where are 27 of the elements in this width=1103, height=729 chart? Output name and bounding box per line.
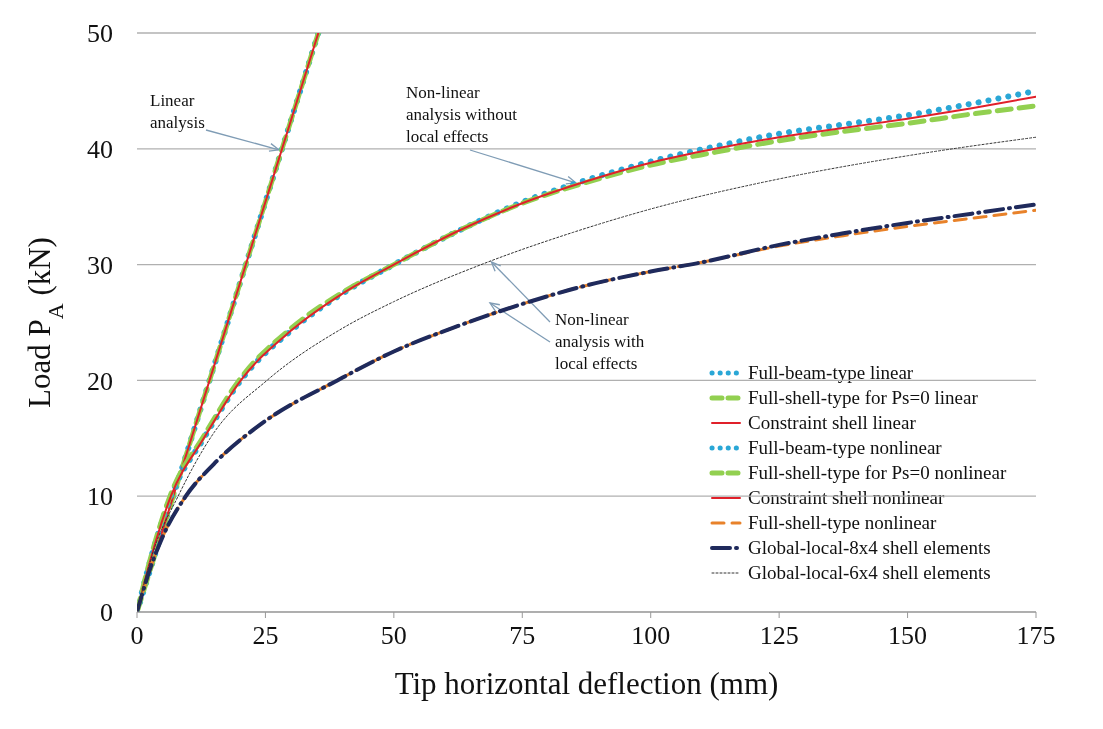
y-tick-label: 50 xyxy=(87,19,113,49)
legend-label: Full-shell-type for Ps=0 nonlinear xyxy=(748,461,1007,485)
y-tick-label: 40 xyxy=(87,135,113,165)
legend-label: Global-local-8x4 shell elements xyxy=(748,536,991,560)
legend-label: Global-local-6x4 shell elements xyxy=(748,561,991,585)
y-tick-label: 30 xyxy=(87,250,113,280)
legend-label: Constraint shell linear xyxy=(748,411,916,435)
legend-label: Full-shell-type nonlinear xyxy=(748,511,937,535)
legend-label: Full-beam-type linear xyxy=(748,361,914,385)
y-tick-label: 10 xyxy=(87,482,113,512)
x-tick-label: 75 xyxy=(509,621,536,651)
legend-label: Full-shell-type for Ps=0 linear xyxy=(748,386,978,410)
y-tick-label: 0 xyxy=(100,598,113,628)
x-tick-label: 125 xyxy=(759,621,799,651)
x-tick-label: 25 xyxy=(252,621,279,651)
annotation: Non-linear analysis with local effects xyxy=(555,310,645,373)
x-tick-label: 0 xyxy=(130,621,144,651)
x-tick-label: 175 xyxy=(1016,621,1056,651)
legend-label: Constraint shell nonlinear xyxy=(748,486,945,510)
x-axis-title: Tip horizontal deflection (mm) xyxy=(394,666,779,701)
x-tick-label: 100 xyxy=(631,621,671,651)
legend-label: Full-beam-type nonlinear xyxy=(748,436,942,460)
annotation: Non-linear analysis without local effects xyxy=(406,83,518,146)
annotation: Linear analysis xyxy=(150,91,205,132)
x-tick-label: 150 xyxy=(888,621,928,651)
x-tick-label: 50 xyxy=(380,621,407,651)
y-tick-label: 20 xyxy=(87,366,113,396)
